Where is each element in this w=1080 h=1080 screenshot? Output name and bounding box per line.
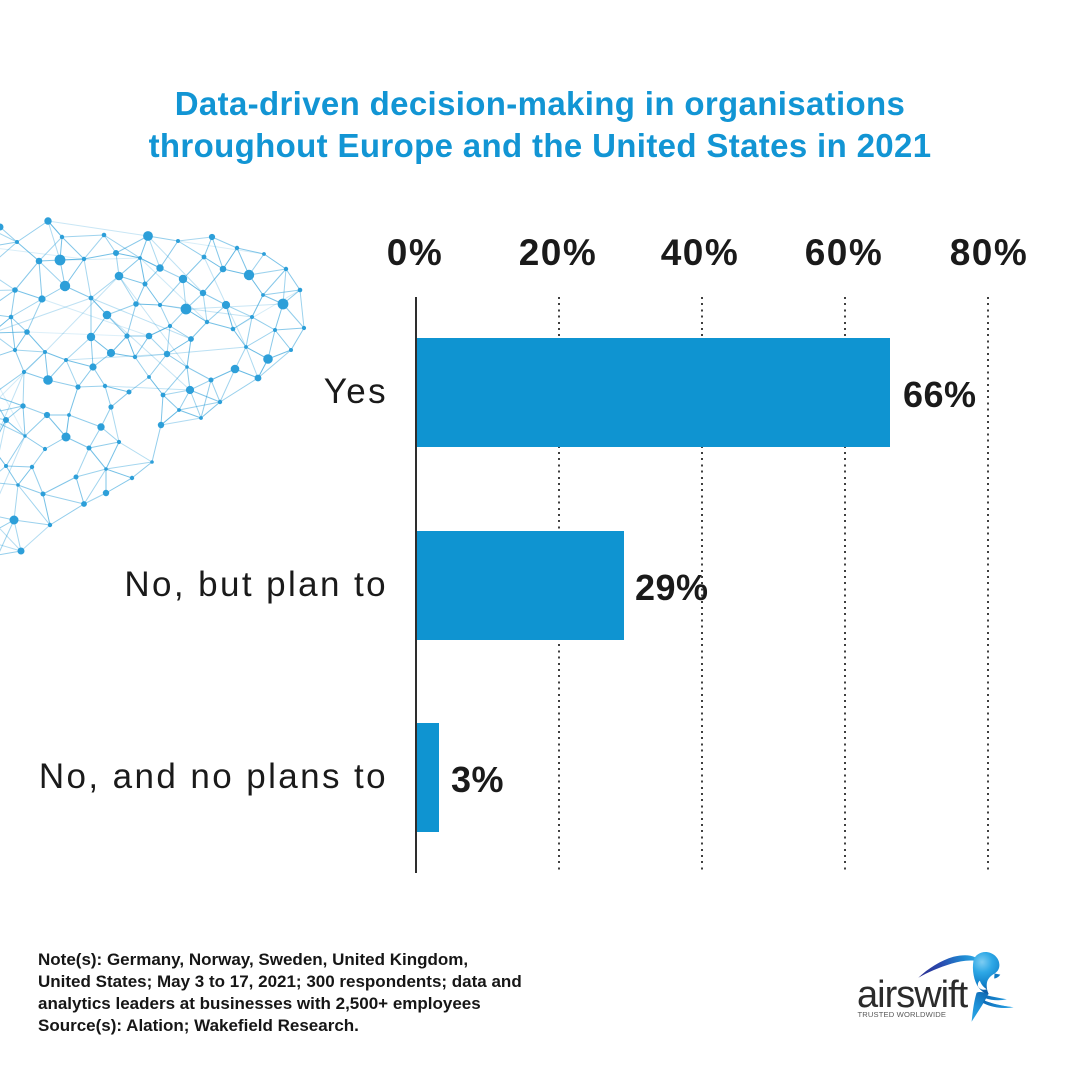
svg-text:TRUSTED WORLDWIDE: TRUSTED WORLDWIDE xyxy=(858,1010,947,1019)
svg-text:airswift: airswift xyxy=(857,974,969,1016)
